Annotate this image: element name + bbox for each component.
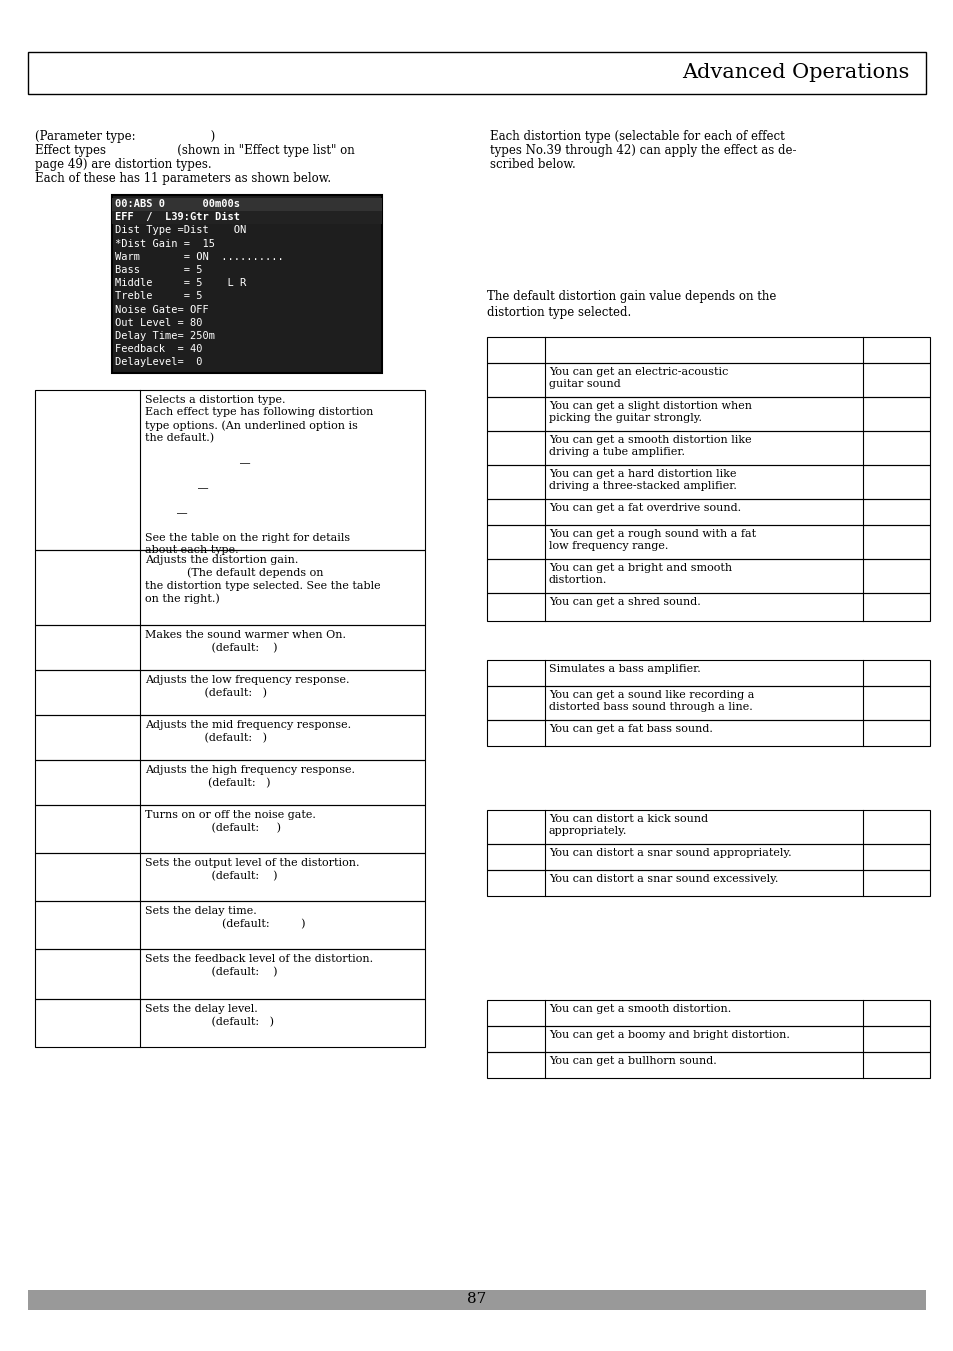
Text: Sets the delay level.
                   (default:   ): Sets the delay level. (default: ) [145,1004,274,1027]
Bar [486,499,929,526]
Bar [28,1290,925,1310]
Bar [486,811,929,844]
Text: Delay Time= 250m: Delay Time= 250m [115,331,214,340]
Text: You can distort a kick sound
appropriately.: You can distort a kick sound appropriate… [548,815,707,836]
Bar [112,211,381,224]
Bar [35,550,424,626]
Bar [35,852,424,901]
Text: Adjusts the low frequency response.
                 (default:   ): Adjusts the low frequency response. (def… [145,676,349,698]
Bar [486,363,929,397]
Text: Sets the feedback level of the distortion.
                   (default:    ): Sets the feedback level of the distortio… [145,954,373,977]
Text: You can get a rough sound with a fat
low frequency range.: You can get a rough sound with a fat low… [548,530,756,551]
Bar [486,870,929,896]
Bar [35,670,424,715]
Text: Bass       = 5: Bass = 5 [115,265,202,276]
Text: You can get a fat bass sound.: You can get a fat bass sound. [548,724,712,734]
Bar [35,948,424,998]
Text: Warm       = ON  ..........: Warm = ON .......... [115,251,283,262]
Bar [486,844,929,870]
Text: Adjusts the distortion gain.
            (The default depends on
the distortion : Adjusts the distortion gain. (The defaul… [145,555,380,604]
Bar [486,686,929,720]
Text: You can get a smooth distortion like
driving a tube amplifier.: You can get a smooth distortion like dri… [548,435,751,458]
Text: You can get a smooth distortion.: You can get a smooth distortion. [548,1004,731,1015]
Text: Treble     = 5: Treble = 5 [115,292,202,301]
Bar [28,51,925,95]
Text: Advanced Operations: Advanced Operations [682,63,909,82]
Text: types No.39 through 42) can apply the effect as de-: types No.39 through 42) can apply the ef… [490,145,796,157]
Bar [35,998,424,1047]
Text: Each distortion type (selectable for each of effect: Each distortion type (selectable for eac… [490,130,784,143]
Text: Simulates a bass amplifier.: Simulates a bass amplifier. [548,663,700,674]
Text: Makes the sound warmer when On.
                   (default:    ): Makes the sound warmer when On. (default… [145,630,346,653]
Bar [35,626,424,670]
Text: You can get a sound like recording a
distorted bass sound through a line.: You can get a sound like recording a dis… [548,690,754,712]
Bar [486,336,929,363]
Text: Adjusts the high frequency response.
                  (default:   ): Adjusts the high frequency response. (de… [145,765,355,788]
Text: Sets the delay time.
                      (default:         ): Sets the delay time. (default: ) [145,907,305,928]
Bar [112,199,381,211]
Text: *Dist Gain =  15: *Dist Gain = 15 [115,239,214,249]
Text: EFF  /  L39:Gtr Dist: EFF / L39:Gtr Dist [115,212,240,222]
Bar [35,715,424,761]
Text: Adjusts the mid frequency response.
                 (default:   ): Adjusts the mid frequency response. (def… [145,720,351,743]
Bar [486,397,929,431]
Text: Dist Type =Dist    ON: Dist Type =Dist ON [115,226,246,235]
Text: Effect types                   (shown in "Effect type list" on: Effect types (shown in "Effect type list… [35,145,355,157]
Text: Feedback  = 40: Feedback = 40 [115,345,202,354]
Bar [486,431,929,465]
Bar [486,1052,929,1078]
Bar [486,465,929,499]
Text: (Parameter type:                    ): (Parameter type: ) [35,130,215,143]
Bar [486,1025,929,1052]
Text: You can get an electric-acoustic
guitar sound: You can get an electric-acoustic guitar … [548,367,727,389]
Bar [35,761,424,805]
Text: Turns on or off the noise gate.
                   (default:     ): Turns on or off the noise gate. (default… [145,811,315,832]
Text: Middle     = 5    L R: Middle = 5 L R [115,278,246,288]
Text: You can get a boomy and bright distortion.: You can get a boomy and bright distortio… [548,1029,789,1040]
Text: You can get a slight distortion when
picking the guitar strongly.: You can get a slight distortion when pic… [548,401,751,423]
Bar [112,195,381,373]
Text: Out Level = 80: Out Level = 80 [115,317,202,328]
Text: 87: 87 [467,1292,486,1306]
Text: Selects a distortion type.
Each effect type has following distortion
type option: Selects a distortion type. Each effect t… [145,394,373,555]
Text: Sets the output level of the distortion.
                   (default:    ): Sets the output level of the distortion.… [145,858,359,881]
Text: You can distort a snar sound appropriately.: You can distort a snar sound appropriate… [548,848,791,858]
Text: You can get a hard distortion like
driving a three-stacked amplifier.: You can get a hard distortion like drivi… [548,469,736,492]
Bar [35,805,424,852]
Text: You can get a shred sound.: You can get a shred sound. [548,597,700,607]
Bar [486,720,929,746]
Text: You can get a fat overdrive sound.: You can get a fat overdrive sound. [548,503,740,513]
Text: You can get a bright and smooth
distortion.: You can get a bright and smooth distorti… [548,563,731,585]
Bar [35,901,424,948]
Text: page 49) are distortion types.: page 49) are distortion types. [35,158,212,172]
Bar [486,1000,929,1025]
Text: The default distortion gain value depends on the
distortion type selected.: The default distortion gain value depend… [486,290,776,319]
Bar [35,390,424,550]
Bar [486,526,929,559]
Bar [486,661,929,686]
Text: 00:ABS 0      00m00s: 00:ABS 0 00m00s [115,199,240,209]
Text: DelayLevel=  0: DelayLevel= 0 [115,358,202,367]
Text: Each of these has 11 parameters as shown below.: Each of these has 11 parameters as shown… [35,172,331,185]
Text: You can distort a snar sound excessively.: You can distort a snar sound excessively… [548,874,778,884]
Text: scribed below.: scribed below. [490,158,576,172]
Bar [486,559,929,593]
Text: Noise Gate= OFF: Noise Gate= OFF [115,304,209,315]
Bar [486,593,929,621]
Text: You can get a bullhorn sound.: You can get a bullhorn sound. [548,1056,716,1066]
